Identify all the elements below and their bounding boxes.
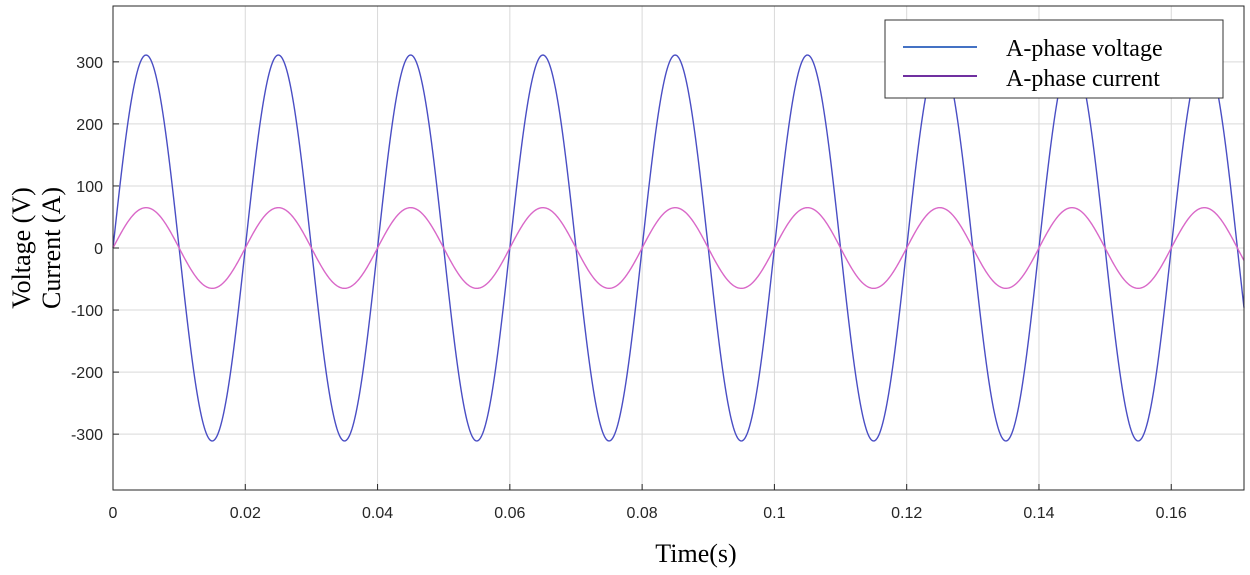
voltage-line [112,54,1245,442]
x-axis-title: Time(s) [655,539,736,568]
x-tick-label: 0.14 [1023,505,1054,522]
ticks [112,61,1172,490]
y-tick-label: 300 [76,55,103,72]
legend: A-phase voltage A-phase current [884,19,1224,99]
legend-label-current: A-phase current [1006,66,1160,92]
y-tick-label: 100 [76,179,103,196]
y-tick-label: -100 [71,303,103,320]
y-tick-label: -200 [71,365,103,382]
x-tick-label: 0.16 [1156,505,1187,522]
y-axis-title-current: Current (A) [37,187,66,309]
x-tick-label: 0.08 [627,505,658,522]
x-tick-label: 0.12 [891,505,922,522]
tick-labels: 0 0.02 0.04 0.06 0.08 0.1 0.12 0.14 0.16 -300 -200… [71,55,1187,522]
series-group [112,54,1245,442]
y-tick-label: -300 [71,427,103,444]
y-tick-label: 0 [94,241,103,258]
y-tick-label: 200 [76,117,103,134]
y-axis-title-voltage: Voltage (V) [7,187,36,309]
current-line [112,206,1245,290]
x-tick-label: 0 [109,505,118,522]
x-tick-label: 0.1 [763,505,785,522]
legend-box [884,19,1224,99]
x-tick-label: 0.06 [494,505,525,522]
legend-label-voltage: A-phase voltage [1006,36,1163,62]
x-tick-label: 0.04 [362,505,393,522]
x-tick-label: 0.02 [230,505,261,522]
